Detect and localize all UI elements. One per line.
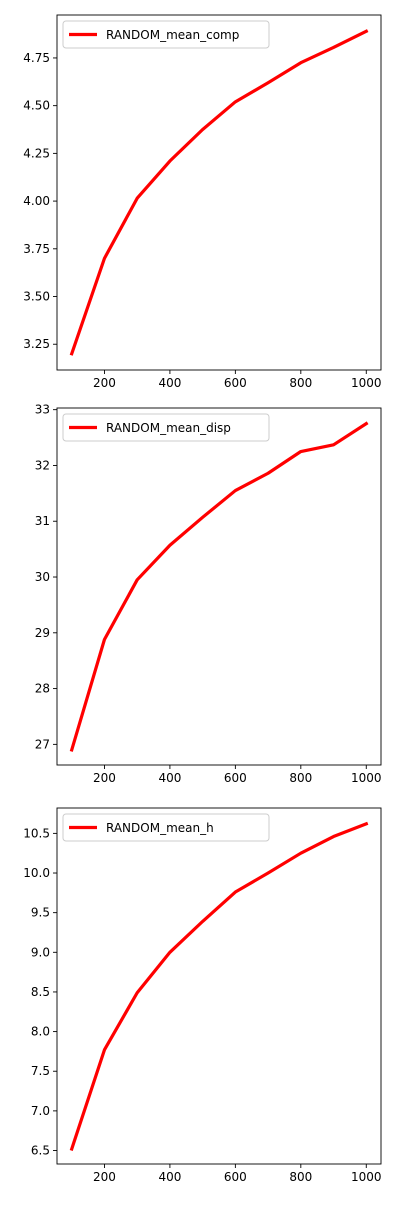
subplot-comp: 200 400 600 800 1000 3.25 3.50 3.75 4.00 4.25 4.50…	[23, 14, 382, 390]
legend: RANDOM_mean_comp	[62, 20, 270, 49]
y-tick-label: 7.5	[31, 1064, 50, 1078]
axes-frame	[56, 14, 382, 371]
y-tick-label: 4.25	[23, 146, 50, 160]
y-tick-label: 9.5	[31, 906, 50, 920]
y-tick-label: 3.50	[23, 290, 50, 304]
x-tick-label: 800	[289, 771, 312, 785]
x-tick-label: 1000	[351, 1170, 382, 1184]
legend: RANDOM_mean_h	[62, 813, 270, 842]
y-tick-label: 29	[35, 626, 50, 640]
series-line-disp	[69, 421, 369, 752]
x-tick-label: 200	[93, 1170, 116, 1184]
legend-box	[62, 20, 270, 49]
x-tick-label: 200	[93, 376, 116, 390]
y-tick-label: 28	[35, 682, 50, 696]
y-tick-label: 4.50	[23, 99, 50, 113]
legend: RANDOM_mean_disp	[62, 413, 270, 442]
y-tick-label: 8.5	[31, 985, 50, 999]
y-tick-label: 9.0	[31, 945, 50, 959]
y-tick-label: 3.75	[23, 242, 50, 256]
x-tick-label: 600	[224, 376, 247, 390]
y-tick-label: 7.0	[31, 1104, 50, 1118]
axes-frame	[56, 407, 382, 766]
y-tick-label: 10.5	[23, 826, 50, 840]
x-tick-label: 600	[224, 1170, 247, 1184]
x-tick-label: 400	[158, 376, 181, 390]
y-tick-label: 30	[35, 570, 50, 584]
y-tick-label: 4.75	[23, 51, 50, 65]
subplot-disp: 200 400 600 800 1000 27 28 29 30 31 32 33 RANDOM_mea…	[35, 403, 382, 785]
y-tick-label: 8.0	[31, 1025, 50, 1039]
y-tick-label: 31	[35, 514, 50, 528]
series-line-comp	[69, 29, 369, 356]
x-tick-label: 800	[289, 1170, 312, 1184]
axes-frame	[56, 807, 382, 1165]
x-tick-label: 600	[224, 771, 247, 785]
y-tick-label: 33	[35, 403, 50, 417]
legend-box	[62, 413, 270, 442]
subplot-h: 200 400 600 800 1000 6.5 7.0 7.5 8.0 8.5 9.0 9.5 10.…	[23, 807, 382, 1184]
series-line-h	[69, 821, 369, 1151]
y-tick-label: 4.00	[23, 194, 50, 208]
x-tick-label: 200	[93, 771, 116, 785]
y-tick-label: 3.25	[23, 337, 50, 351]
x-tick-label: 400	[158, 1170, 181, 1184]
y-tick-label: 10.0	[23, 866, 50, 880]
y-tick-label: 27	[35, 737, 50, 751]
x-tick-label: 1000	[351, 771, 382, 785]
y-tick-label: 6.5	[31, 1144, 50, 1158]
x-tick-label: 800	[289, 376, 312, 390]
legend-label: RANDOM_mean_comp	[106, 28, 239, 42]
legend-label: RANDOM_mean_h	[106, 821, 214, 835]
x-tick-label: 400	[158, 771, 181, 785]
x-tick-label: 1000	[351, 376, 382, 390]
legend-label: RANDOM_mean_disp	[106, 421, 231, 435]
y-tick-label: 32	[35, 458, 50, 472]
legend-box	[62, 813, 270, 842]
